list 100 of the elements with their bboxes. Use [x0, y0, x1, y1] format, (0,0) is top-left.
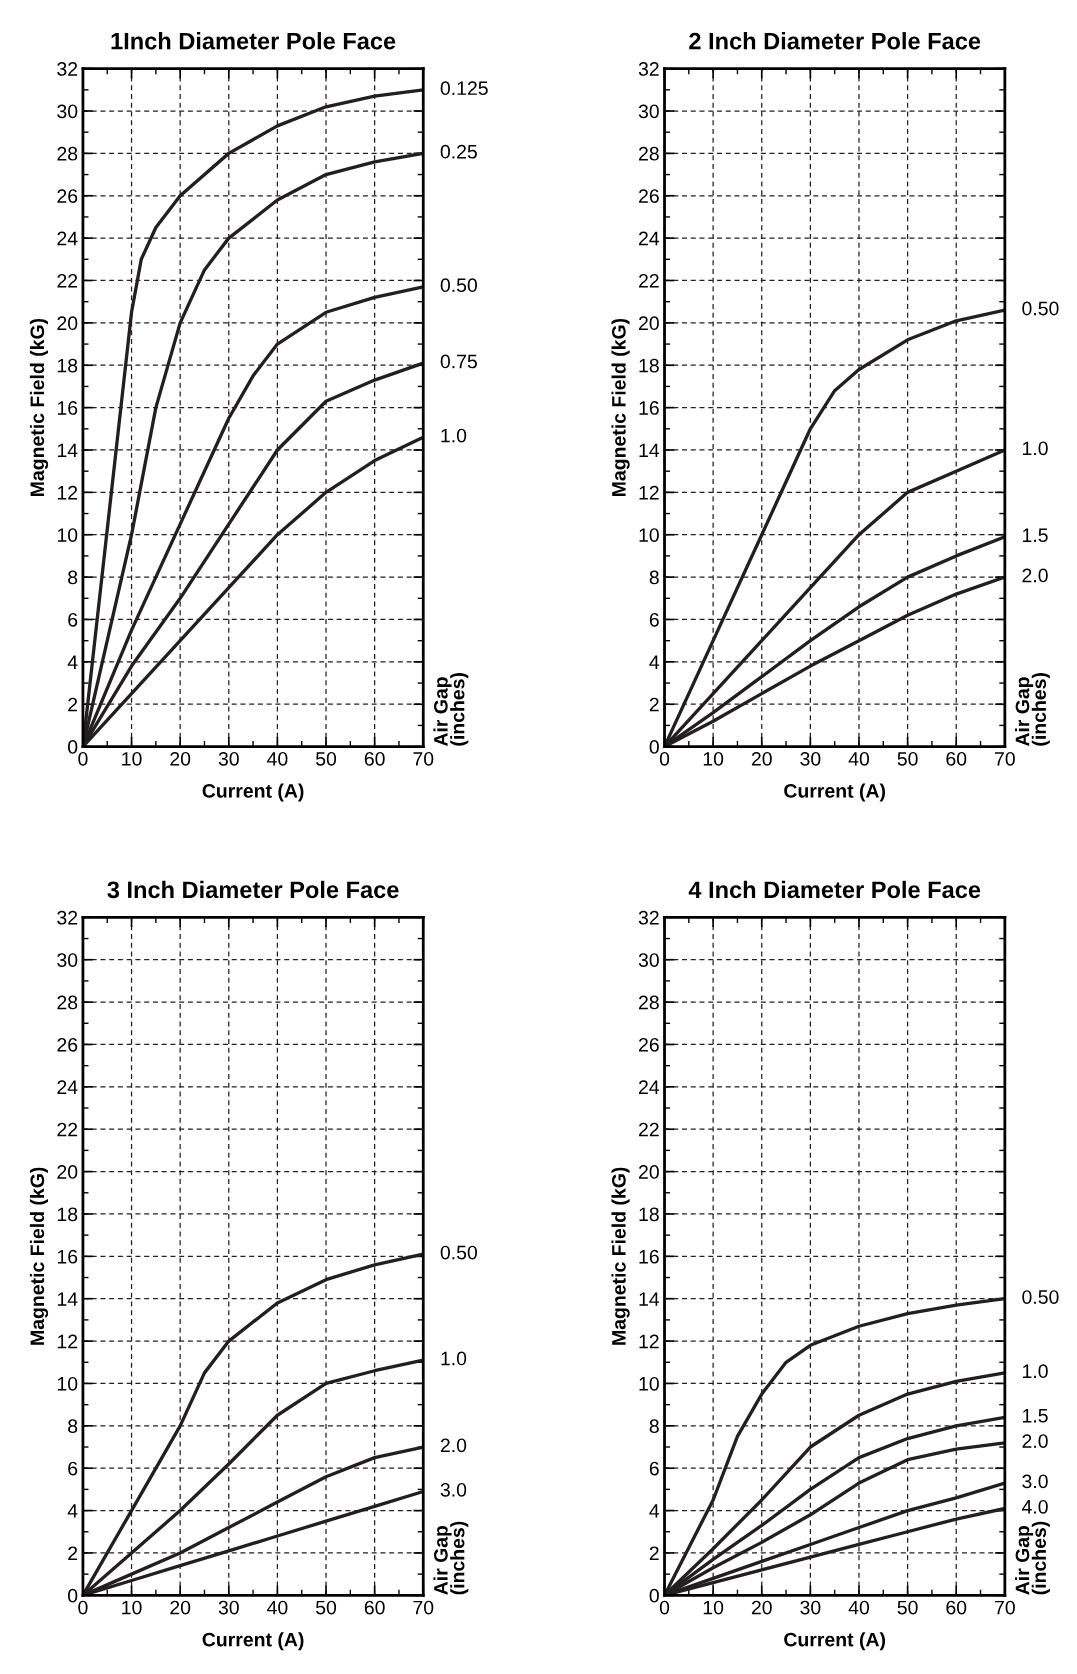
- x-tick-label: 0: [78, 1600, 88, 1615]
- x-tick-label: 30: [218, 1600, 239, 1615]
- x-tick-label: 0: [659, 1600, 670, 1615]
- chart-title: 2 Inch Diameter Pole Face: [689, 32, 981, 50]
- x-tick-label: 60: [946, 751, 967, 766]
- y-tick-label: 4: [649, 655, 660, 669]
- x-tick-label: 70: [413, 1600, 434, 1615]
- y-tick-label: 2: [68, 697, 78, 712]
- y-tick-label: 32: [57, 62, 78, 76]
- y-tick-label: 22: [639, 1122, 659, 1137]
- y-tick-label: 30: [57, 104, 78, 119]
- y-tick-label: 28: [57, 146, 78, 161]
- y-tick-label: 24: [639, 1080, 660, 1094]
- y-tick-label: 18: [57, 1207, 78, 1222]
- y-tick-label: 14: [639, 443, 660, 458]
- y-tick-label: 16: [57, 1249, 78, 1264]
- x-axis-title: Current (A): [784, 1632, 886, 1651]
- y-tick-label: 10: [639, 1376, 659, 1391]
- y-tick-label: 22: [639, 273, 659, 288]
- y-tick-label: 8: [68, 570, 78, 585]
- x-tick-label: 50: [897, 1600, 918, 1615]
- y-tick-label: 20: [639, 316, 659, 331]
- x-tick-label: 70: [413, 751, 434, 766]
- y-tick-label: 30: [638, 953, 659, 967]
- series-label: 1.0: [1022, 441, 1048, 456]
- legend-title: Air Gap (inches): [1015, 673, 1050, 747]
- x-tick-label: 70: [995, 751, 1015, 766]
- series-label: 1.0: [441, 428, 467, 443]
- y-tick-label: 0: [68, 740, 78, 754]
- y-tick-label: 14: [639, 1292, 660, 1306]
- series-label: 1.0: [441, 1351, 467, 1366]
- y-tick-label: 20: [57, 316, 78, 331]
- x-tick-label: 0: [78, 751, 88, 766]
- y-tick-label: 26: [639, 189, 659, 203]
- series-label: 3.0: [1022, 1474, 1048, 1489]
- y-tick-label: 26: [57, 189, 78, 203]
- y-tick-label: 10: [57, 528, 78, 542]
- y-tick-label: 8: [649, 570, 659, 585]
- y-tick-label: 2: [649, 1546, 659, 1560]
- y-tick-label: 28: [639, 995, 659, 1010]
- x-tick-label: 50: [315, 751, 337, 766]
- x-tick-label: 60: [364, 1600, 385, 1615]
- y-tick-label: 14: [57, 443, 78, 458]
- y-tick-label: 28: [57, 995, 78, 1010]
- y-tick-label: 24: [57, 1080, 78, 1094]
- x-tick-label: 10: [122, 1600, 142, 1615]
- x-tick-label: 20: [751, 751, 772, 766]
- chart-title: 3 Inch Diameter Pole Face: [107, 880, 399, 899]
- y-tick-label: 18: [639, 1207, 659, 1222]
- y-tick-label: 24: [57, 231, 78, 246]
- x-tick-label: 70: [995, 1600, 1015, 1615]
- x-tick-label: 30: [800, 751, 821, 766]
- y-tick-label: 22: [57, 273, 78, 288]
- y-tick-label: 16: [639, 1249, 659, 1264]
- legend-title: Air Gap (inches): [433, 1521, 469, 1595]
- series-label: 0.125: [440, 81, 488, 96]
- x-tick-label: 40: [267, 751, 288, 766]
- series-label: 0.50: [1022, 301, 1059, 316]
- x-tick-label: 20: [170, 1600, 191, 1615]
- x-tick-label: 20: [170, 751, 191, 766]
- series-label: 1.5: [1022, 1409, 1048, 1423]
- x-tick-label: 60: [946, 1600, 967, 1615]
- y-tick-label: 12: [57, 485, 78, 500]
- y-tick-label: 16: [57, 401, 78, 415]
- series-label: 2.0: [1022, 1434, 1048, 1448]
- legend-title: Air Gap (inches): [1015, 1521, 1050, 1595]
- y-tick-label: 10: [639, 528, 659, 542]
- y-tick-label: 28: [639, 146, 659, 161]
- y-tick-label: 6: [649, 612, 659, 627]
- y-tick-label: 18: [57, 358, 78, 373]
- x-tick-label: 40: [267, 1600, 288, 1615]
- y-tick-label: 0: [649, 740, 659, 754]
- y-tick-label: 2: [68, 1546, 78, 1560]
- y-tick-label: 14: [57, 1292, 78, 1306]
- y-tick-label: 20: [639, 1165, 659, 1179]
- y-tick-label: 20: [57, 1165, 78, 1179]
- y-axis-title: Magnetic Field (kG): [29, 318, 49, 496]
- series-label: 0.50: [440, 1245, 478, 1260]
- x-tick-label: 40: [848, 751, 870, 766]
- y-tick-label: 8: [68, 1419, 78, 1434]
- y-tick-label: 10: [57, 1376, 78, 1391]
- y-tick-label: 32: [638, 62, 659, 76]
- chart-title: 4 Inch Diameter Pole Face: [688, 880, 981, 899]
- series-label: 0.75: [440, 354, 477, 369]
- chart-title: 1Inch Diameter Pole Face: [111, 32, 396, 50]
- series-label: 0.50: [440, 278, 478, 293]
- x-tick-label: 60: [364, 751, 385, 766]
- x-tick-label: 0: [659, 751, 670, 766]
- y-tick-label: 8: [649, 1419, 659, 1434]
- series-label: 4.0: [1021, 1499, 1048, 1514]
- x-axis-title: Current (A): [202, 1632, 304, 1651]
- series-label: 0.25: [440, 144, 477, 159]
- y-tick-label: 12: [639, 1334, 659, 1349]
- y-tick-label: 0: [649, 1588, 659, 1603]
- x-tick-label: 30: [800, 1600, 821, 1615]
- y-axis-title: Magnetic Field (kG): [611, 318, 630, 496]
- y-tick-label: 12: [57, 1334, 78, 1349]
- y-tick-label: 18: [639, 358, 659, 373]
- y-tick-label: 32: [638, 910, 659, 925]
- series-label: 1.0: [1022, 1364, 1048, 1379]
